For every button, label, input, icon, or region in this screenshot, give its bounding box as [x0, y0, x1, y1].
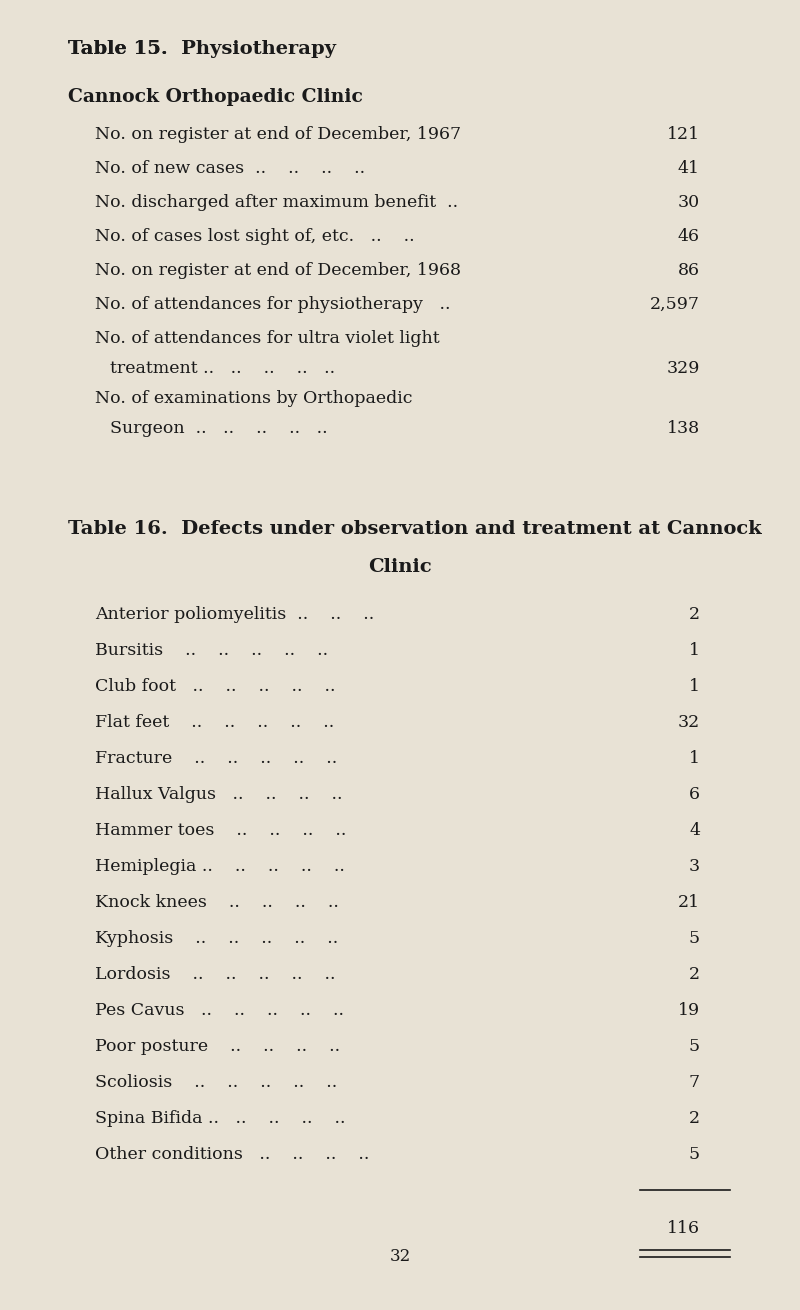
- Text: Table 15.: Table 15.: [68, 41, 168, 58]
- Text: Fracture    ..    ..    ..    ..    ..: Fracture .. .. .. .. ..: [95, 751, 338, 766]
- Text: Lordosis    ..    ..    ..    ..    ..: Lordosis .. .. .. .. ..: [95, 965, 335, 982]
- Text: Surgeon  ..   ..    ..    ..   ..: Surgeon .. .. .. .. ..: [110, 421, 328, 438]
- Text: Spina Bifida ..   ..    ..    ..    ..: Spina Bifida .. .. .. .. ..: [95, 1110, 346, 1127]
- Text: No. discharged after maximum benefit  ..: No. discharged after maximum benefit ..: [95, 194, 458, 211]
- Text: Hemiplegia ..    ..    ..    ..    ..: Hemiplegia .. .. .. .. ..: [95, 858, 345, 875]
- Text: 86: 86: [678, 262, 700, 279]
- Text: No. on register at end of December, 1968: No. on register at end of December, 1968: [95, 262, 461, 279]
- Text: Scoliosis    ..    ..    ..    ..    ..: Scoliosis .. .. .. .. ..: [95, 1074, 338, 1091]
- Text: 3: 3: [689, 858, 700, 875]
- Text: 41: 41: [678, 160, 700, 177]
- Text: 2: 2: [689, 1110, 700, 1127]
- Text: 2: 2: [689, 607, 700, 624]
- Text: 4: 4: [689, 821, 700, 838]
- Text: 32: 32: [678, 714, 700, 731]
- Text: 21: 21: [678, 893, 700, 910]
- Text: treatment ..   ..    ..    ..   ..: treatment .. .. .. .. ..: [110, 360, 335, 377]
- Text: No. of new cases  ..    ..    ..    ..: No. of new cases .. .. .. ..: [95, 160, 365, 177]
- Text: No. of examinations by Orthopaedic: No. of examinations by Orthopaedic: [95, 390, 413, 407]
- Text: Table 15.  Physiotherapy: Table 15. Physiotherapy: [68, 41, 336, 58]
- Text: 138: 138: [667, 421, 700, 438]
- Text: 121: 121: [667, 126, 700, 143]
- Text: Knock knees    ..    ..    ..    ..: Knock knees .. .. .. ..: [95, 893, 339, 910]
- Text: 2,597: 2,597: [650, 296, 700, 313]
- Text: Table 15.  Physiotherapy: Table 15. Physiotherapy: [68, 41, 313, 58]
- Text: 5: 5: [689, 1038, 700, 1055]
- Text: Hammer toes    ..    ..    ..    ..: Hammer toes .. .. .. ..: [95, 821, 346, 838]
- Text: Poor posture    ..    ..    ..    ..: Poor posture .. .. .. ..: [95, 1038, 340, 1055]
- Text: 6: 6: [689, 786, 700, 803]
- Text: Flat feet    ..    ..    ..    ..    ..: Flat feet .. .. .. .. ..: [95, 714, 334, 731]
- Text: 7: 7: [689, 1074, 700, 1091]
- Text: 329: 329: [666, 360, 700, 377]
- Text: No. of cases lost sight of, etc.   ..    ..: No. of cases lost sight of, etc. .. ..: [95, 228, 414, 245]
- Text: No. of attendances for physiotherapy   ..: No. of attendances for physiotherapy ..: [95, 296, 450, 313]
- Text: 46: 46: [678, 228, 700, 245]
- Text: 1: 1: [689, 642, 700, 659]
- Text: Cannock Orthopaedic Clinic: Cannock Orthopaedic Clinic: [68, 88, 363, 106]
- Text: Other conditions   ..    ..    ..    ..: Other conditions .. .. .. ..: [95, 1146, 370, 1163]
- Text: No. of attendances for ultra violet light: No. of attendances for ultra violet ligh…: [95, 330, 440, 347]
- Text: 1: 1: [689, 679, 700, 696]
- Text: Clinic: Clinic: [368, 558, 432, 576]
- Text: No. on register at end of December, 1967: No. on register at end of December, 1967: [95, 126, 461, 143]
- Text: 116: 116: [667, 1220, 700, 1237]
- Text: Bursitis    ..    ..    ..    ..    ..: Bursitis .. .. .. .. ..: [95, 642, 328, 659]
- Text: 19: 19: [678, 1002, 700, 1019]
- Text: 30: 30: [678, 194, 700, 211]
- Text: Table 16.  Defects under observation and treatment at Cannock: Table 16. Defects under observation and …: [68, 520, 762, 538]
- Text: 5: 5: [689, 930, 700, 947]
- Text: 5: 5: [689, 1146, 700, 1163]
- Text: Hallux Valgus   ..    ..    ..    ..: Hallux Valgus .. .. .. ..: [95, 786, 342, 803]
- Text: Anterior poliomyelitis  ..    ..    ..: Anterior poliomyelitis .. .. ..: [95, 607, 374, 624]
- Text: Pes Cavus   ..    ..    ..    ..    ..: Pes Cavus .. .. .. .. ..: [95, 1002, 344, 1019]
- Text: 2: 2: [689, 965, 700, 982]
- Text: 32: 32: [390, 1248, 410, 1265]
- Text: 1: 1: [689, 751, 700, 766]
- Text: Club foot   ..    ..    ..    ..    ..: Club foot .. .. .. .. ..: [95, 679, 335, 696]
- Text: Kyphosis    ..    ..    ..    ..    ..: Kyphosis .. .. .. .. ..: [95, 930, 338, 947]
